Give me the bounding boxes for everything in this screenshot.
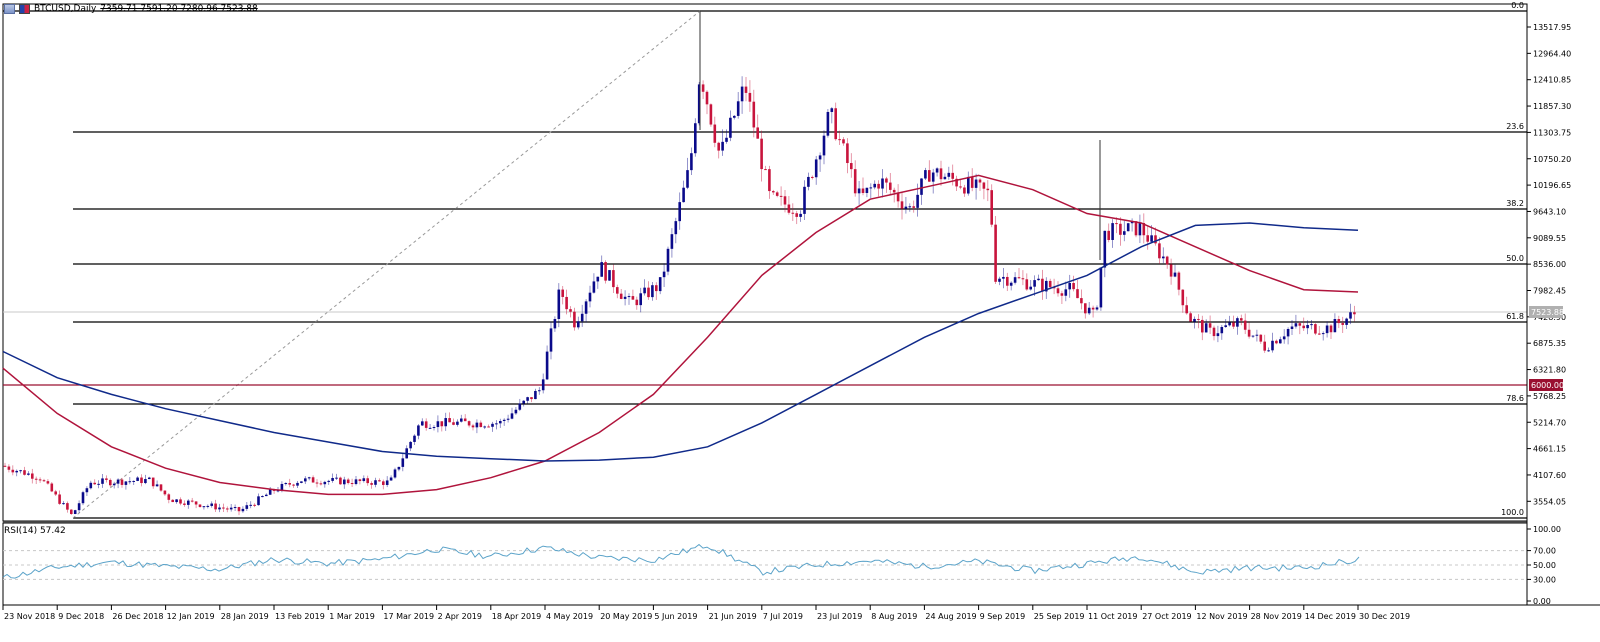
- price-axis-label: 4661.15: [1533, 445, 1566, 454]
- ohlc-values: 7359.71 7591.20 7280.96 7523.88: [100, 4, 258, 14]
- rsi-axis-label: 100.00: [1533, 525, 1561, 534]
- time-axis-label: 2 Apr 2019: [438, 612, 482, 621]
- fib-level-label: 78.6: [1506, 394, 1524, 403]
- symbol-icon: [19, 4, 30, 14]
- rsi-axis-label: 30.00: [1533, 575, 1556, 584]
- time-axis-label: 30 Dec 2019: [1359, 612, 1410, 621]
- price-axis-label: 13517.95: [1533, 23, 1571, 32]
- chart-window-icon: [4, 4, 15, 14]
- candlesticks[interactable]: [3, 11, 1356, 516]
- fib-level-label: 61.8: [1506, 312, 1524, 321]
- price-axis-label: 12410.85: [1533, 76, 1571, 85]
- fib-level-label: 0.0: [1511, 1, 1524, 10]
- price-axis-label: 9643.10: [1533, 207, 1566, 216]
- rsi-label: RSI(14) 57.42: [4, 526, 66, 536]
- rsi-line[interactable]: [2, 543, 1360, 579]
- price-axis-label: 6321.80: [1533, 366, 1566, 375]
- price-axis-label: 10750.20: [1533, 155, 1571, 164]
- level-price-tag: [1529, 379, 1563, 391]
- price-axis-label: 5214.70: [1533, 418, 1566, 427]
- price-axis-label: 8536.00: [1533, 260, 1566, 269]
- fib-level-label: 100.0: [1501, 508, 1524, 517]
- time-axis-label: 24 Aug 2019: [925, 612, 976, 621]
- time-axis-label: 28 Jan 2019: [221, 612, 269, 621]
- rsi-indicator[interactable]: 100.00 70.00 50.00 30.00 0.00: [2, 525, 1561, 606]
- time-axis-label: 13 Feb 2019: [275, 612, 325, 621]
- price-axis-label: 11303.75: [1533, 128, 1571, 137]
- time-axis-label: 9 Dec 2018: [58, 612, 104, 621]
- fib-trendline[interactable]: [72, 10, 701, 519]
- moving-average-fast[interactable]: [2, 174, 1359, 496]
- time-axis-label: 5 Jun 2019: [654, 612, 697, 621]
- price-axis-label: 11857.30: [1533, 102, 1571, 111]
- price-axis-label: 10196.65: [1533, 181, 1571, 190]
- time-axis-label: 14 Dec 2019: [1305, 612, 1356, 621]
- fibonacci-retracement[interactable]: 0.0 23.6 38.2 50.0 61.8 78.6 100.0: [3, 1, 1527, 519]
- current-price-tag: [1529, 306, 1563, 318]
- price-axis[interactable]: 13517.95 12964.40 12410.85 11857.30 11303.75…: [1526, 4, 1571, 605]
- time-axis-label: 23 Nov 2018: [4, 612, 55, 621]
- time-axis-label: 20 May 2019: [600, 612, 652, 621]
- symbol-timeframe: BTCUSD,Daily: [34, 4, 97, 14]
- price-axis-label: 6875.35: [1533, 339, 1566, 348]
- time-axis-label: 12 Jan 2019: [167, 612, 215, 621]
- time-axis-label: 1 Mar 2019: [329, 612, 375, 621]
- price-axis-label: 4107.60: [1533, 471, 1566, 480]
- time-axis-label: 23 Jul 2019: [817, 612, 862, 621]
- price-axis-label: 5768.25: [1533, 392, 1566, 401]
- current-price-value: 7523.88: [1531, 308, 1564, 317]
- time-axis-label: 27 Oct 2019: [1142, 612, 1191, 621]
- fib-level-label: 38.2: [1506, 199, 1524, 208]
- fib-level-label: 50.0: [1506, 254, 1524, 263]
- price-axis-label: 7982.45: [1533, 287, 1566, 296]
- time-axis-label: 21 Jun 2019: [709, 612, 757, 621]
- time-axis-label: 9 Sep 2019: [980, 612, 1026, 621]
- time-axis-label: 18 Apr 2019: [492, 612, 541, 621]
- price-pane[interactable]: [2, 3, 1528, 522]
- rsi-axis-label: 70.00: [1533, 547, 1556, 556]
- time-axis-label: 17 Mar 2019: [383, 612, 434, 621]
- moving-average-slow[interactable]: [2, 222, 1359, 462]
- rsi-axis-label: 0.00: [1533, 597, 1551, 606]
- price-axis-label: 12964.40: [1533, 49, 1571, 58]
- level-price-value: 6000.00: [1531, 381, 1564, 390]
- time-axis[interactable]: 23 Nov 2018 9 Dec 2018 26 Dec 2018 12 Jan 2…: [2, 604, 1600, 621]
- time-axis-label: 25 Sep 2019: [1034, 612, 1085, 621]
- chart-header: BTCUSD,Daily 7359.71 7591.20 7280.96 752…: [4, 2, 258, 16]
- time-axis-label: 7 Jul 2019: [763, 612, 803, 621]
- fib-level-label: 23.6: [1506, 122, 1524, 131]
- time-axis-label: 8 Aug 2019: [871, 612, 917, 621]
- time-axis-label: 12 Nov 2019: [1196, 612, 1247, 621]
- rsi-pane[interactable]: [2, 522, 1528, 606]
- time-axis-label: 28 Nov 2019: [1251, 612, 1302, 621]
- price-axis-label: 9089.55: [1533, 234, 1566, 243]
- price-axis-label: 3554.05: [1533, 497, 1566, 506]
- rsi-axis-label: 50.00: [1533, 561, 1556, 570]
- time-axis-label: 4 May 2019: [546, 612, 593, 621]
- time-axis-label: 26 Dec 2018: [112, 612, 163, 621]
- time-axis-label: 11 Oct 2019: [1088, 612, 1137, 621]
